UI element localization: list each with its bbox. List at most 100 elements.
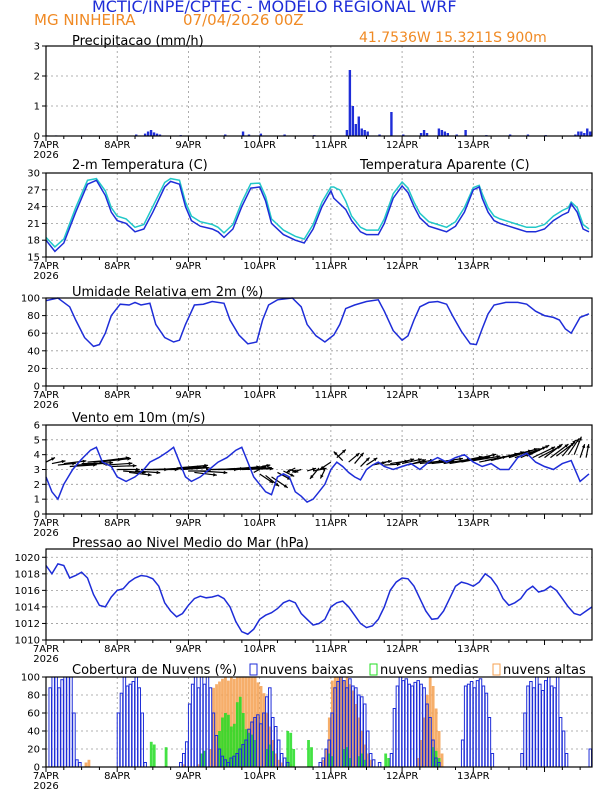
cloud-bar-nuvens-baixas <box>134 676 139 768</box>
cloud-bar-nuvens-baixas <box>54 676 58 768</box>
y-tick-label: 27 <box>27 185 40 196</box>
cloud-bar-nuvens-altas <box>440 753 444 767</box>
cloud-bar-nuvens-altas <box>360 731 364 767</box>
wind-vector-head <box>136 467 140 472</box>
y-tick-label: 24 <box>27 202 40 213</box>
cloud-bar-nuvens-medias <box>431 747 435 767</box>
wind-vector-head <box>263 465 268 469</box>
x-tick-label: 10APR <box>243 771 276 782</box>
cloud-bar-nuvens-baixas <box>401 680 406 768</box>
precip-bar <box>390 112 393 136</box>
precip-bar <box>241 131 245 136</box>
wind-vector <box>419 460 443 465</box>
cloud-bar-nuvens-altas <box>425 695 429 767</box>
x-year-label: 2026 <box>33 781 58 792</box>
wind-vector <box>99 457 131 463</box>
x-tick-label: 13APR <box>457 518 490 529</box>
cloud-bar-nuvens-medias <box>271 750 275 767</box>
cloud-bar-nuvens-baixas <box>116 712 121 768</box>
wind-vector <box>105 462 133 466</box>
wind-vector-head <box>204 463 209 468</box>
y-tick-label: 4 <box>34 450 40 461</box>
temperature-panel <box>42 172 593 262</box>
cloud-bar-nuvens-altas <box>336 677 340 767</box>
x-tick-label: 13APR <box>457 140 490 151</box>
y-tick-label: 3 <box>34 42 40 53</box>
cloud-bar-nuvens-altas <box>274 753 278 767</box>
legend-swatch <box>369 663 378 676</box>
y-tick-label: 0 <box>34 763 40 774</box>
cloud-bar-nuvens-baixas <box>475 680 480 768</box>
cloud-bar-nuvens-altas <box>369 759 373 767</box>
cloud-bar-nuvens-baixas <box>478 678 483 768</box>
y-tick-label: 0 <box>34 132 40 143</box>
precip-bar <box>143 133 147 136</box>
series-line-2-m-temperatura-c- <box>45 179 590 253</box>
cloud-bar-nuvens-baixas <box>472 687 477 768</box>
wind-vector <box>473 455 501 462</box>
precip-bar <box>437 128 441 136</box>
x-year-label: 2026 <box>33 400 58 411</box>
legend-label: nuvens medias <box>380 663 479 678</box>
cloud-bar-nuvens-baixas <box>395 685 400 768</box>
y-tick-label: 60 <box>27 329 40 340</box>
precip-bar <box>443 131 447 136</box>
legend-swatch <box>249 663 258 676</box>
cloud-bar-nuvens-baixas <box>190 683 195 768</box>
wind-vector-head <box>545 445 550 449</box>
cloud-bar-nuvens-medias <box>235 702 239 767</box>
precip-bar <box>152 132 156 136</box>
cloud-bar-nuvens-baixas <box>140 712 144 768</box>
precip-bar <box>589 131 592 136</box>
cloud-bar-nuvens-baixas <box>131 681 136 768</box>
wind-vector-head <box>61 459 66 464</box>
cloud-bar-nuvens-altas <box>232 678 236 767</box>
wind-vector-head <box>223 470 228 475</box>
precip-bar <box>455 134 458 136</box>
cloud-bar-nuvens-baixas <box>555 676 560 768</box>
cloud-bar-nuvens-medias <box>348 758 352 767</box>
x-tick-label: 12APR <box>386 261 419 272</box>
cloud-bar-nuvens-baixas <box>463 685 468 768</box>
cloud-bar-nuvens-baixas <box>541 690 545 768</box>
wind-vector <box>134 470 161 474</box>
wind-vector <box>467 453 497 462</box>
precip-bar <box>351 106 355 136</box>
cloud-bar-nuvens-altas <box>247 677 251 767</box>
cloud-bar-nuvens-baixas <box>69 676 73 768</box>
cloud-bar-nuvens-altas <box>434 708 438 767</box>
x-tick-label: 10APR <box>243 644 276 655</box>
y-tick-label: 1012 <box>15 619 40 630</box>
series-line-vento-em-10m-m-s- <box>45 446 590 504</box>
x-tick-label: 11APR <box>315 771 348 782</box>
cloud-bar-nuvens-baixas <box>318 762 322 768</box>
x-tick-label: 11APR <box>315 390 348 401</box>
cloud-bar-nuvens-baixas <box>184 741 189 768</box>
wind-vector <box>93 456 130 463</box>
cloud-bar-nuvens-altas <box>280 762 284 767</box>
x-tick-label: 10APR <box>243 518 276 529</box>
wind-vector-head <box>322 467 327 471</box>
wind-vector-head <box>205 466 210 470</box>
cloud-bar-nuvens-baixas <box>193 676 198 768</box>
wind-vector-head <box>266 464 271 468</box>
cloud-bar-nuvens-medias <box>224 713 227 767</box>
cloud-bar-nuvens-altas <box>197 764 201 767</box>
wind-vector <box>532 446 556 459</box>
wind-vector-head <box>275 482 280 487</box>
x-tick-label: 8APR <box>104 390 130 401</box>
cloud-bar-nuvens-altas <box>437 731 441 767</box>
precip-bar <box>158 134 162 136</box>
cloud-bar-nuvens-altas <box>363 744 367 767</box>
cloud-bar-nuvens-altas <box>265 713 269 767</box>
cloud-bar-nuvens-altas <box>244 677 248 767</box>
wind-vector-head <box>586 444 590 449</box>
precip-bar <box>366 131 369 136</box>
cloud-bar-nuvens-altas <box>422 717 426 767</box>
wind-vector <box>63 460 87 465</box>
cloud-bar-nuvens-altas <box>351 690 355 767</box>
x-tick-label: 7APR <box>33 261 59 272</box>
cloud-bar-nuvens-baixas <box>51 676 55 768</box>
cloud-bar-nuvens-baixas <box>490 753 495 768</box>
x-tick-label: 11APR <box>315 261 348 272</box>
